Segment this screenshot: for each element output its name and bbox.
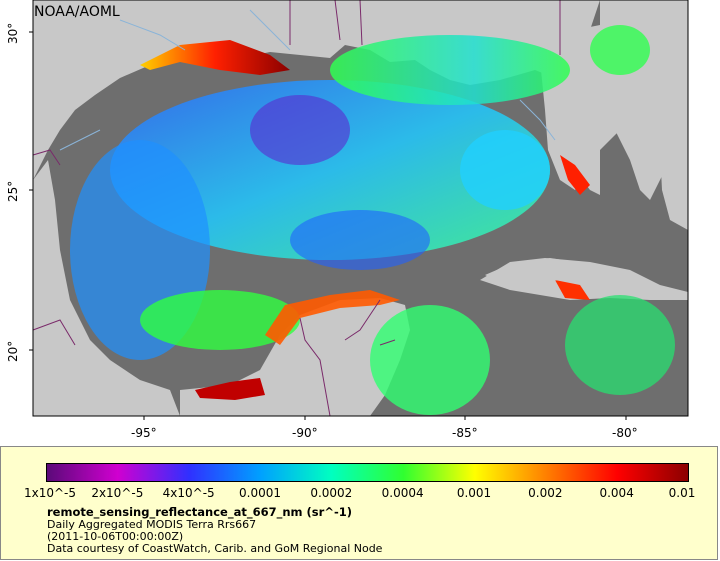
data-credit: Data courtesy of CoastWatch, Carib. and …: [47, 542, 383, 555]
data-caribbean: [565, 295, 675, 395]
lat-label-20: 20°: [6, 340, 20, 362]
rivers: [59, 9, 556, 151]
data-tabasco-high: [195, 378, 265, 400]
lon-label-85: -85°: [452, 426, 478, 440]
data-cuba-high: [555, 280, 590, 300]
map-panel: [29, 0, 689, 420]
data-central-blue: [290, 210, 430, 270]
mexico-land-west: [33, 160, 180, 416]
cuba-land-top: [485, 258, 655, 288]
colorbar-label: 0.0004: [381, 486, 424, 500]
lon-label-95: -95°: [131, 426, 157, 440]
colorbar-label: 1x10^-5: [23, 486, 77, 500]
colorbar-label: 0.0002: [310, 486, 353, 500]
timestamp: (2011-10-06T00:00:00Z): [47, 530, 184, 543]
lat-ticks: [29, 31, 33, 351]
data-florida-shelf: [460, 130, 550, 210]
data-campeche: [140, 290, 300, 350]
bahamas-land: [660, 140, 688, 230]
data-la-coast-high: [140, 40, 290, 75]
map-border: [32, 0, 689, 417]
mexico-border: [32, 149, 396, 417]
data-atlantic: [590, 25, 650, 75]
colorbar-label: 0.0001: [239, 486, 281, 500]
lat-label-25: 25°: [6, 180, 20, 202]
data-northeast: [330, 35, 570, 105]
colorbar-label: 0.002: [528, 486, 563, 500]
data-deep-gulf: [110, 80, 550, 260]
colorbar-label: 2x10^-5: [91, 486, 144, 500]
data-florida-high: [560, 155, 590, 195]
data-central-purple: [250, 95, 350, 165]
product-name: Daily Aggregated MODIS Terra Rrs667: [47, 518, 257, 531]
variable-name: remote_sensing_reflectance_at_667_nm (sr…: [47, 505, 352, 519]
data-campeche-high: [265, 290, 400, 345]
colorbar-label: 0.01: [668, 486, 696, 500]
colorbar: [46, 463, 689, 482]
colorbar-gradient: [46, 463, 689, 482]
colorbar-label: 0.004: [599, 486, 634, 500]
data-yucatan-east: [370, 305, 490, 415]
lon-label-80: -80°: [612, 426, 638, 440]
us-state-borders: [289, 0, 561, 55]
colorbar-label: 0.001: [456, 486, 492, 500]
colorbar-label: 4x10^-5: [162, 486, 215, 500]
lon-ticks: [143, 416, 627, 420]
lon-label-90: -90°: [292, 426, 318, 440]
noaa-aoml-credit: NOAA/AOML: [34, 4, 120, 20]
lat-label-30: 30°: [6, 22, 20, 44]
